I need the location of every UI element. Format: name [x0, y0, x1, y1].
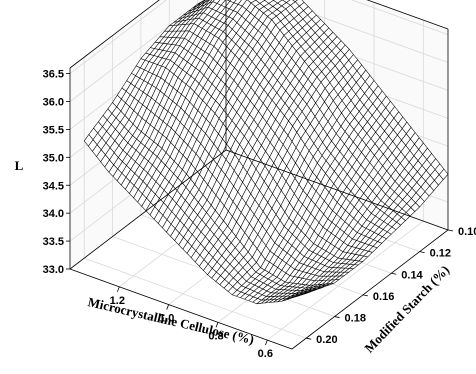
x-tick-mark	[117, 287, 119, 292]
y-tick-mark	[306, 338, 311, 339]
y-tick-label: 0.16	[373, 291, 394, 303]
y-tick-label: 0.14	[401, 269, 423, 281]
y-tick-label: 0.12	[430, 248, 451, 260]
z-tick-label: 36.5	[43, 69, 64, 81]
z-tick-label: 35.0	[43, 152, 64, 164]
y-tick-mark	[391, 273, 396, 274]
z-tick-label: 33.0	[43, 264, 64, 276]
z-axis-label: L	[15, 158, 24, 173]
y-tick-mark	[420, 252, 425, 253]
x-tick-mark	[265, 340, 267, 345]
z-tick-label: 36.0	[43, 97, 64, 109]
y-tick-mark	[363, 295, 368, 296]
y-tick-mark	[448, 230, 453, 231]
z-tick-label: 33.5	[43, 236, 64, 248]
x-tick-mark	[167, 305, 169, 310]
y-tick-label: 0.10	[458, 226, 476, 238]
y-tick-label: 0.18	[345, 313, 366, 325]
z-tick-label: 34.5	[43, 180, 64, 192]
x-tick-label: 0.6	[258, 348, 273, 360]
y-tick-mark	[335, 317, 340, 318]
z-tick-label: 34.0	[43, 208, 64, 220]
x-axis-label: Microcrystalline Cellulose (%)	[86, 294, 255, 347]
z-tick-label: 35.5	[43, 124, 64, 136]
y-tick-label: 0.20	[316, 334, 337, 346]
